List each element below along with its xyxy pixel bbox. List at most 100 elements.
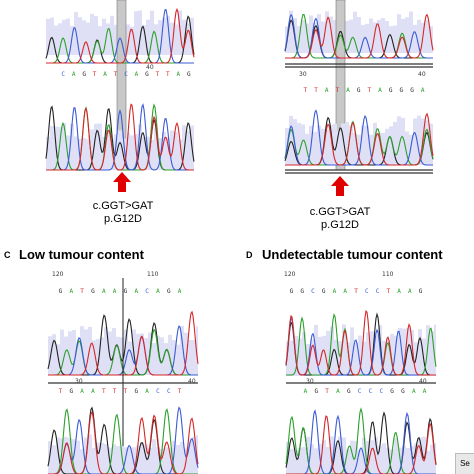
- panel-c-sequence-top-base: A: [113, 288, 117, 295]
- panel-b-sequence-base: A: [325, 87, 329, 94]
- panel-b-sequence-base: A: [378, 87, 382, 94]
- panel-d-sequence-top-base: C: [365, 288, 369, 295]
- panel-b-sequence-base: G: [400, 87, 404, 94]
- panel-c-sequence-bottom-base: A: [91, 388, 95, 395]
- panel-a-trace-bottom-t: [46, 103, 194, 171]
- panel-b-cdna-change: c.GGT>GAT: [309, 206, 371, 218]
- panel-c-trace-bottom-c: [48, 406, 199, 474]
- panel-d-sequence-top-base: T: [386, 288, 390, 295]
- panel-a-cdna-change: c.GGT>GAT: [92, 200, 154, 212]
- panel-b-sequence-base: T: [314, 87, 318, 94]
- panel-c-title: Low tumour content: [19, 247, 144, 262]
- panel-c-position-left: 120: [52, 271, 64, 278]
- panel-a-trace-top-t: [46, 7, 195, 64]
- panel-d-sequence-top-base: G: [322, 288, 326, 295]
- panel-c-sequence-top-base: A: [156, 288, 160, 295]
- panel-c-sequence-top-base: A: [69, 288, 73, 295]
- panel-b-mutation-annotation: c.GGT>GAT p.G12D: [300, 206, 380, 232]
- panel-b-sequence-base: T: [336, 87, 340, 94]
- panel-a-sequence-base: G: [187, 71, 191, 78]
- panel-d-sequence-top-base: C: [311, 288, 315, 295]
- panel-c-position-mid-left: 30: [75, 378, 83, 385]
- panel-c-sequence-bottom-base: T: [178, 388, 182, 395]
- panel-b-sequence-base: A: [346, 87, 350, 94]
- panel-c-sequence-bottom-base: T: [113, 388, 117, 395]
- panel-a-sequence-base: A: [72, 71, 76, 78]
- panel-c-sequence-bottom-base: C: [156, 388, 160, 395]
- panel-d-quality-bottom: [286, 436, 436, 474]
- panel-a-sequence-base: G: [145, 71, 149, 78]
- panel-a-sequence-base: A: [135, 71, 139, 78]
- panel-d-sequence-top-base: C: [376, 288, 380, 295]
- panel-b-protein-change: p.G12D: [321, 219, 359, 231]
- panel-c-sequence-top-base: A: [178, 288, 182, 295]
- panel-c-sequence-top-base: G: [59, 288, 63, 295]
- panel-b-sequence-base: T: [304, 87, 308, 94]
- panel-c-sequence-top-base: G: [124, 288, 128, 295]
- panel-c-sequence-top-base: A: [102, 288, 106, 295]
- panel-a-mutation-annotation: c.GGT>GAT p.G12D: [83, 200, 163, 226]
- panel-d-sequence-bottom-base: A: [336, 388, 340, 395]
- panel-d-sequence-bottom-base: C: [369, 388, 373, 395]
- panel-c-sequence-top-base: C: [145, 288, 149, 295]
- panel-b-sequence-base: G: [410, 87, 414, 94]
- panel-c-sequence-bottom-base: A: [145, 388, 149, 395]
- panel-a-sequence-base: T: [166, 71, 170, 78]
- panel-a-position-label: 40: [146, 64, 154, 71]
- panel-b-red-arrow: [331, 176, 349, 196]
- panel-c-sequence-top-base: G: [167, 288, 171, 295]
- panel-d-sequence-top-base: G: [419, 288, 423, 295]
- panel-c-sequence-bottom-base: A: [80, 388, 84, 395]
- panel-c-sequence-bottom-base: G: [134, 388, 138, 395]
- panel-d-sequence-bottom-base: G: [401, 388, 405, 395]
- panel-d-sequence-top-base: G: [290, 288, 294, 295]
- panel-d-sequence-top-base: A: [333, 288, 337, 295]
- panel-c-sequence-bottom-base: T: [124, 388, 128, 395]
- panel-c-sequence-bottom-base: C: [167, 388, 171, 395]
- panel-d-trace-bottom-a: [285, 407, 436, 474]
- panel-d-sequence-top-base: A: [343, 288, 347, 295]
- panel-d-title: Undetectable tumour content: [262, 247, 443, 262]
- panel-d-sequence-bottom-base: G: [314, 388, 318, 395]
- panel-d-trace-top-c: [285, 317, 436, 376]
- panel-b-sequence-base: T: [368, 87, 372, 94]
- panel-d-sequence-bottom-base: A: [304, 388, 308, 395]
- panel-d-trace-bottom-c: [286, 409, 436, 474]
- panel-a-sequence-base: G: [82, 71, 86, 78]
- panel-d-quality: [286, 324, 436, 376]
- panel-d-sequence-bottom-base: A: [412, 388, 416, 395]
- panel-d-sequence-top-base: G: [300, 288, 304, 295]
- panel-a-sequence-base: T: [114, 71, 118, 78]
- panel-a-sequence-base: A: [103, 71, 107, 78]
- panel-a-trace-bottom-c: [46, 103, 194, 171]
- panel-b-trace-bottom-t: [285, 112, 434, 166]
- panel-d-sequence-top-base: A: [397, 288, 401, 295]
- panel-d-letter: D: [246, 250, 253, 260]
- panel-c-position-right: 110: [147, 271, 159, 278]
- panel-c-trace-bottom-t: [48, 411, 199, 474]
- panel-b-quality-top: [285, 10, 433, 53]
- panel-d-position-mid-right: 40: [419, 378, 427, 385]
- panel-b-position-label-left: 30: [299, 71, 307, 78]
- panel-c-sequence-top-base: A: [134, 288, 138, 295]
- panel-d-sequence-bottom-base: G: [390, 388, 394, 395]
- panel-d-sequence-bottom-base: C: [379, 388, 383, 395]
- panel-c-sequence-bottom-base: T: [59, 388, 63, 395]
- panel-d-sequence-bottom-base: T: [325, 388, 329, 395]
- panel-d-sequence-bottom-base: C: [358, 388, 362, 395]
- corner-tag: Se: [455, 453, 474, 474]
- panel-c-position-mid-right: 40: [188, 378, 196, 385]
- panel-a-sequence-base: T: [93, 71, 97, 78]
- panel-d-trace-bottom-t: [286, 415, 437, 474]
- panel-a-sequence-base: C: [61, 71, 65, 78]
- panel-b-sequence-base: G: [357, 87, 361, 94]
- panel-c-sequence-bottom-base: G: [69, 388, 73, 395]
- panel-b-position-label-right: 40: [418, 71, 426, 78]
- panel-d-sequence-bottom-base: A: [423, 388, 427, 395]
- panel-d-sequence-bottom-base: G: [347, 388, 351, 395]
- panel-d-position-left: 120: [284, 271, 296, 278]
- panel-b-sequence-base: A: [421, 87, 425, 94]
- panel-c-sequence-top-base: G: [91, 288, 95, 295]
